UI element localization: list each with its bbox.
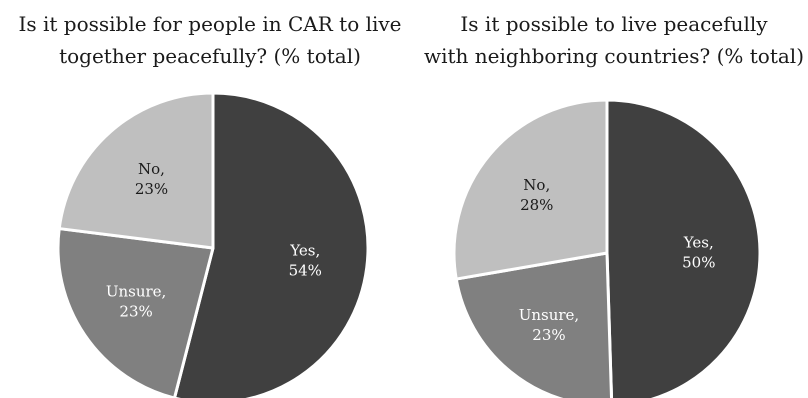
chart-title: Is it possible to live peacefully with n… (420, 8, 808, 72)
pie-slice-yes (605, 98, 762, 398)
pie-slice-yes (172, 91, 370, 398)
slice-value-label: 23% (119, 302, 152, 320)
slice-category-label: Yes, (289, 242, 320, 260)
slice-label: Unsure, 23% (106, 282, 166, 320)
pie-slice-no (452, 98, 609, 281)
slice-category-label: Unsure, (519, 306, 579, 324)
slice-category-label: Unsure, (106, 282, 166, 300)
chart-panel-car: Is it possible for people in CAR to live… (0, 8, 420, 398)
pie-slice-unsure (56, 227, 215, 398)
chart-panel-neighbors: Is it possible to live peacefully with n… (420, 0, 808, 398)
chart-title-line-1: Is it possible for people in CAR to live (18, 12, 402, 36)
slice-category-label: Yes, (683, 234, 714, 252)
pie-chart-neighbors: Yes, 50% Unsure, 23% No, 28% (452, 98, 762, 398)
pie-chart-car: Yes, 54% Unsure, 23% No, 23% (56, 91, 370, 398)
chart-title-line-1: Is it possible to live peacefully (460, 12, 768, 36)
slice-category-label: No, (523, 176, 550, 194)
chart-title: Is it possible for people in CAR to live… (0, 8, 420, 72)
slice-label: Unsure, 23% (519, 306, 579, 344)
slice-value-label: 54% (289, 262, 322, 280)
slice-label: Yes, 54% (289, 242, 322, 280)
slice-label: No, 23% (135, 160, 168, 198)
slice-label: Yes, 50% (682, 234, 715, 272)
chart-title-line-2: together peacefully? (% total) (59, 44, 361, 68)
chart-title-line-2: with neighboring countries? (% total) (423, 44, 804, 68)
slice-value-label: 23% (532, 326, 565, 344)
slice-value-label: 23% (135, 180, 168, 198)
pie-slice-no (57, 91, 215, 250)
slice-value-label: 50% (682, 254, 715, 272)
slice-value-label: 28% (520, 196, 553, 214)
slice-category-label: No, (138, 160, 165, 178)
pie-slice-unsure (454, 251, 614, 398)
slice-label: No, 28% (520, 176, 553, 214)
